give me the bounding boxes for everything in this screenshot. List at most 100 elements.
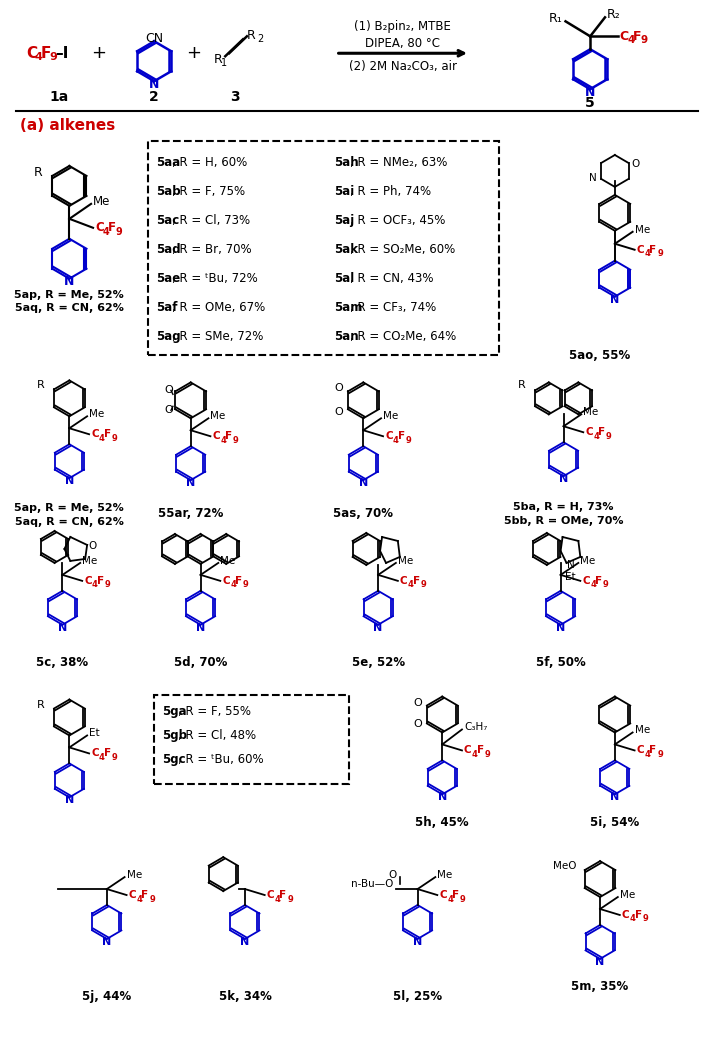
Text: (2) 2M Na₂CO₃, air: (2) 2M Na₂CO₃, air bbox=[349, 59, 457, 73]
Text: C: C bbox=[464, 745, 472, 756]
Text: N: N bbox=[373, 622, 382, 633]
Text: R: R bbox=[37, 381, 45, 390]
Text: 5al: 5al bbox=[334, 272, 354, 285]
Text: C: C bbox=[400, 576, 407, 586]
Text: (1) B₂pin₂, MTBE: (1) B₂pin₂, MTBE bbox=[354, 20, 451, 33]
Text: 5ab: 5ab bbox=[156, 186, 181, 198]
Text: C: C bbox=[91, 748, 99, 758]
Text: , R = CO₂Me, 64%: , R = CO₂Me, 64% bbox=[350, 330, 456, 343]
Text: , R = Cl, 73%: , R = Cl, 73% bbox=[173, 214, 250, 227]
Text: 4: 4 bbox=[593, 431, 599, 441]
Text: 5ap, R = Me, 52%: 5ap, R = Me, 52% bbox=[15, 504, 124, 513]
Text: N: N bbox=[610, 792, 619, 802]
Text: +: + bbox=[91, 45, 107, 63]
Text: 2: 2 bbox=[257, 34, 263, 45]
Text: C: C bbox=[84, 576, 92, 586]
Text: C: C bbox=[95, 222, 104, 234]
Text: C: C bbox=[583, 576, 590, 586]
Text: 5gc: 5gc bbox=[162, 753, 186, 766]
Text: F: F bbox=[650, 245, 657, 254]
Text: (a) alkenes: (a) alkenes bbox=[20, 118, 115, 132]
Text: 5aj: 5aj bbox=[334, 214, 354, 227]
Text: 9: 9 bbox=[49, 52, 57, 63]
Text: R₁: R₁ bbox=[549, 12, 563, 24]
Text: 5: 5 bbox=[585, 96, 595, 110]
Text: 5m, 35%: 5m, 35% bbox=[571, 980, 629, 993]
Text: 5aq, R = CN, 62%: 5aq, R = CN, 62% bbox=[15, 517, 124, 527]
Text: 4: 4 bbox=[393, 436, 399, 445]
Text: 4: 4 bbox=[645, 749, 650, 759]
Text: 4: 4 bbox=[99, 434, 105, 443]
Text: 5ai: 5ai bbox=[334, 186, 354, 198]
Text: 5ag: 5ag bbox=[156, 330, 181, 343]
Text: N: N bbox=[58, 622, 67, 633]
Text: C: C bbox=[267, 890, 274, 900]
Text: 5f, 50%: 5f, 50% bbox=[536, 656, 585, 669]
Text: Me: Me bbox=[211, 411, 226, 421]
Text: N: N bbox=[65, 795, 74, 806]
Text: F: F bbox=[477, 745, 484, 756]
Text: N: N bbox=[240, 937, 250, 947]
Text: n-Bu—O: n-Bu—O bbox=[351, 879, 393, 889]
Text: , R = Cl, 48%: , R = Cl, 48% bbox=[178, 729, 257, 742]
Text: C: C bbox=[636, 745, 644, 756]
Text: 5ah: 5ah bbox=[334, 157, 358, 170]
Text: Me: Me bbox=[580, 555, 595, 566]
Text: 5ao, 55%: 5ao, 55% bbox=[569, 349, 631, 361]
Text: 9: 9 bbox=[116, 227, 122, 236]
Text: F: F bbox=[398, 431, 405, 441]
Bar bbox=[148, 141, 499, 355]
Text: 9: 9 bbox=[603, 581, 609, 589]
Text: F: F bbox=[41, 46, 51, 60]
Text: 4: 4 bbox=[630, 915, 636, 923]
Text: F: F bbox=[226, 431, 233, 441]
Text: N: N bbox=[590, 173, 597, 183]
Text: N: N bbox=[358, 478, 368, 488]
Text: Me: Me bbox=[438, 870, 452, 880]
Text: 5as, 70%: 5as, 70% bbox=[333, 507, 393, 519]
Text: N: N bbox=[585, 86, 595, 99]
Text: 1: 1 bbox=[221, 58, 228, 68]
Text: 4: 4 bbox=[590, 581, 596, 589]
Text: O: O bbox=[631, 159, 640, 169]
Text: , R = Ph, 74%: , R = Ph, 74% bbox=[350, 186, 431, 198]
Text: 9: 9 bbox=[460, 895, 466, 903]
Text: N: N bbox=[413, 937, 422, 947]
Text: 9: 9 bbox=[105, 581, 110, 589]
Text: 9: 9 bbox=[643, 915, 648, 923]
Text: , R = Br, 70%: , R = Br, 70% bbox=[173, 243, 252, 257]
Text: F: F bbox=[141, 890, 148, 900]
Text: 9: 9 bbox=[233, 436, 239, 445]
Text: O: O bbox=[165, 405, 173, 416]
Text: N: N bbox=[610, 295, 619, 304]
Text: 5ap, R = Me, 52%: 5ap, R = Me, 52% bbox=[15, 289, 124, 300]
Text: 9: 9 bbox=[112, 434, 117, 443]
Text: 5l, 25%: 5l, 25% bbox=[393, 990, 442, 1003]
Text: MeO: MeO bbox=[553, 861, 576, 871]
Text: N: N bbox=[438, 792, 447, 802]
Text: CN: CN bbox=[145, 32, 163, 45]
Text: 4: 4 bbox=[221, 436, 226, 445]
Text: N: N bbox=[64, 276, 74, 288]
Text: 5ba, R = H, 73%: 5ba, R = H, 73% bbox=[513, 502, 614, 512]
Text: Me: Me bbox=[583, 407, 599, 418]
Text: , R = SO₂Me, 60%: , R = SO₂Me, 60% bbox=[350, 243, 455, 257]
Text: 9: 9 bbox=[421, 581, 426, 589]
Text: C: C bbox=[636, 245, 644, 254]
Text: 5ac: 5ac bbox=[156, 214, 180, 227]
Text: C: C bbox=[91, 429, 99, 439]
Text: , R = OMe, 67%: , R = OMe, 67% bbox=[173, 301, 266, 314]
Text: 1a: 1a bbox=[50, 90, 69, 104]
Text: 5d, 70%: 5d, 70% bbox=[174, 656, 227, 669]
Text: Me: Me bbox=[635, 225, 650, 234]
Text: N: N bbox=[556, 622, 565, 633]
Text: Me: Me bbox=[127, 870, 142, 880]
Text: R: R bbox=[214, 53, 222, 66]
Text: 4: 4 bbox=[408, 581, 414, 589]
Text: C: C bbox=[26, 46, 37, 60]
Text: 5h, 45%: 5h, 45% bbox=[416, 816, 469, 829]
Text: 5an: 5an bbox=[334, 330, 358, 343]
Text: 5i, 54%: 5i, 54% bbox=[590, 816, 640, 829]
Text: F: F bbox=[97, 576, 104, 586]
Text: 5ae: 5ae bbox=[156, 272, 180, 285]
